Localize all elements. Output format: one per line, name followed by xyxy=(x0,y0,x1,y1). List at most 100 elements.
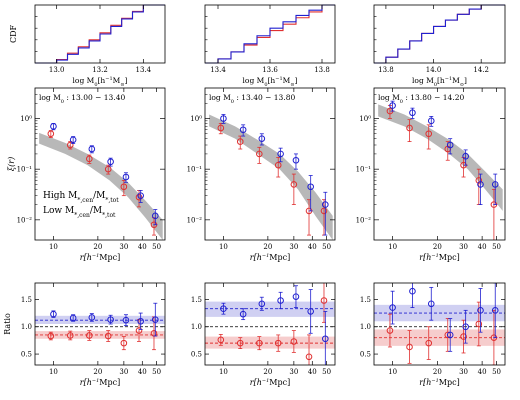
ratio-point-low xyxy=(292,293,300,300)
xi-point-low xyxy=(389,102,396,109)
xlabel-unit: [h xyxy=(437,76,445,85)
xi-point-low xyxy=(322,201,329,208)
xi-point-low xyxy=(446,141,454,149)
model-band xyxy=(39,132,163,240)
cdf-x-axis-label: log M0[h−1M⊙] xyxy=(412,76,467,88)
xi-point-low xyxy=(220,115,227,122)
x-tick-label: 50 xyxy=(492,368,501,376)
x-tick-label: 10 xyxy=(388,243,397,251)
model-band xyxy=(378,104,503,211)
xi-point-low xyxy=(477,181,484,188)
xi-point-high xyxy=(47,130,55,138)
xi-point-low xyxy=(152,212,159,220)
xi-point-high xyxy=(290,181,298,188)
ratio-point-high xyxy=(120,339,128,347)
ratio-point-low xyxy=(491,307,499,314)
mass-bin-range: : 13.00 − 13.40 xyxy=(64,93,126,102)
x-axis-label-main: r[h xyxy=(419,378,431,387)
x-tick-label: 30 xyxy=(119,368,128,376)
x-tick-label: 13.4 xyxy=(210,66,226,74)
legend-low-main: Low M xyxy=(43,206,74,216)
x-axis-label-main: r[h xyxy=(250,378,262,387)
x-axis-label-exp: −1 xyxy=(92,378,99,384)
xlabel-close: ] xyxy=(464,76,467,85)
ratio-point-low xyxy=(277,297,284,304)
ratio-point-low xyxy=(446,331,454,339)
x-tick-label: 20 xyxy=(263,243,272,251)
xlabel-end: M xyxy=(113,76,121,85)
x-tick-label: 13.2 xyxy=(92,66,108,74)
mass-bin-sub: 0 xyxy=(400,99,403,105)
x-axis-label: r[h−1Mpc] xyxy=(419,378,459,387)
y-tick-label: 1.5 xyxy=(21,296,32,304)
y-tick-label: 1.0 xyxy=(191,323,202,331)
mass-bin-main: log M xyxy=(209,93,231,102)
cdf-step-high xyxy=(374,4,505,64)
ratio-point-low xyxy=(389,304,396,311)
plot-area xyxy=(374,283,505,365)
legend-high-sub2: *,tot xyxy=(105,197,119,204)
x-tick-label: 20 xyxy=(263,368,272,376)
cdf-x-axis-label: log M0[h−1M⊙] xyxy=(73,76,128,88)
ratio-point-high xyxy=(425,339,433,347)
xlabel-sun: ⊙ xyxy=(460,82,464,88)
x-tick-label: 13.4 xyxy=(136,66,152,74)
legend-high-mid: /M xyxy=(93,191,105,201)
x-axis-label-end: Mpc] xyxy=(269,378,290,387)
x-axis-label-main: r[h xyxy=(419,253,431,262)
ratio-point-high xyxy=(406,343,413,351)
xlabel-sub: 0 xyxy=(94,82,97,88)
legend-low-mid: /M xyxy=(90,206,102,216)
x-tick-label: 14.2 xyxy=(473,66,489,74)
y-tick-label: 10⁰ xyxy=(359,115,371,123)
x-tick-label: 10 xyxy=(219,368,228,376)
x-axis-label: r[h−1Mpc] xyxy=(419,253,459,262)
xi-point-low xyxy=(462,152,469,160)
ratio-point-low xyxy=(239,310,247,318)
legend-high: High M*,cen/M*,tot xyxy=(43,191,119,204)
y-tick-label: 10⁻² xyxy=(187,216,203,224)
ratio-point-high xyxy=(66,332,74,339)
y-tick-label: 1.5 xyxy=(191,296,202,304)
panel-frame xyxy=(204,282,336,366)
ratio-panel-3: 10 20 30 40 50 0.5 1.0 1.5 r[h−1Mpc] xyxy=(360,282,506,387)
legend-low-sub2: *,tot xyxy=(102,212,116,219)
x-tick-label: 50 xyxy=(152,368,161,376)
x-axis-label: r[h−1Mpc] xyxy=(250,253,290,262)
x-tick-label: 13.6 xyxy=(262,66,278,74)
x-axis-label: r[h−1Mpc] xyxy=(80,253,120,262)
x-axis-label: r[h−1Mpc] xyxy=(250,378,290,387)
cdf-y-axis-label: CDF xyxy=(9,25,18,44)
xi-point-low xyxy=(292,156,300,164)
xi-point-low xyxy=(427,117,435,125)
cdf-x-axis-label: log M0[h−1M⊙] xyxy=(243,76,298,88)
xi-point-low xyxy=(122,173,130,181)
y-tick-label: 0.5 xyxy=(21,351,32,359)
y-tick-label: 1.0 xyxy=(21,323,32,331)
mass-bin-label: log M0 : 13.40 − 13.80 xyxy=(209,93,295,105)
x-axis-label-end: Mpc] xyxy=(269,253,290,262)
x-axis-label-main: r[h xyxy=(80,253,92,262)
plot-area xyxy=(35,302,165,351)
y-tick-label: 10⁻² xyxy=(356,216,372,224)
xlabel-end: M xyxy=(283,76,291,85)
model-band xyxy=(209,114,333,240)
ratio-point-low xyxy=(307,308,314,315)
ratio-point-low xyxy=(258,300,266,308)
x-tick-label: 20 xyxy=(433,368,442,376)
ratio-point-low xyxy=(220,305,227,312)
x-tick-label: 30 xyxy=(459,243,468,251)
ratio-point-low xyxy=(462,323,469,331)
x-tick-label: 50 xyxy=(492,243,501,251)
ratio-point-low xyxy=(409,287,416,295)
ratio-point-low xyxy=(427,300,435,308)
xlabel-unit: [h xyxy=(268,76,276,85)
x-tick-label: 20 xyxy=(93,243,102,251)
xi-point-high xyxy=(274,161,282,169)
x-tick-label: 10 xyxy=(388,368,397,376)
x-tick-label: 50 xyxy=(152,243,161,251)
ratio-point-low xyxy=(477,307,484,314)
y-tick-label: 10⁰ xyxy=(20,115,32,123)
legend-high-main: High M xyxy=(43,191,77,201)
x-tick-label: 10 xyxy=(219,243,228,251)
